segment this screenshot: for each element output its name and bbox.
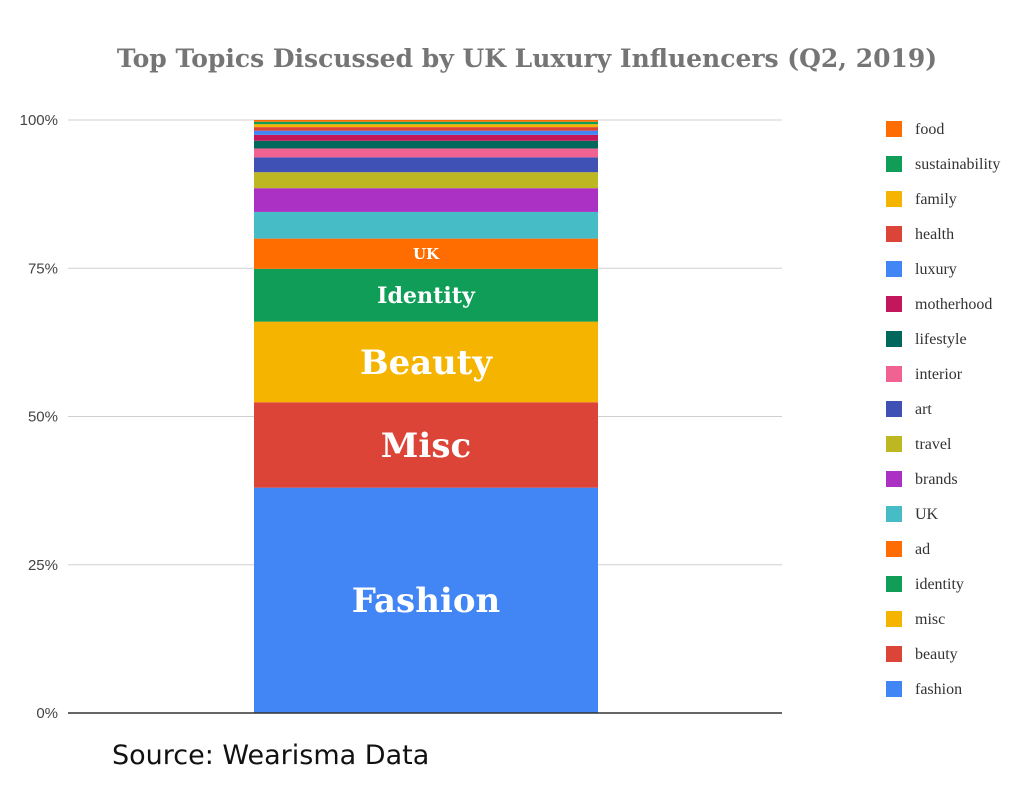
legend-label: UK [915,506,939,523]
bar-segment-ad [254,238,598,269]
y-tick-label: 25% [28,557,58,574]
legend: food sustainability family health luxury moth… [886,121,1000,698]
legend-label: lifestyle [915,331,967,348]
legend-swatch [886,506,902,522]
legend-swatch [886,121,902,137]
legend-label: sustainability [915,156,1000,173]
segment-label: Fashion [352,581,500,621]
legend-swatch [886,436,902,452]
bar-segment-travel [254,172,598,189]
bar-segment-uk [254,211,598,239]
legend-swatch [886,156,902,172]
bar-segment-brands [254,188,598,212]
legend-swatch [886,226,902,242]
legend-swatch [886,261,902,277]
legend-label: brands [915,471,958,488]
bar-segment-misc [254,321,598,403]
chart-title: Top Topics Discussed by UK Luxury Influe… [117,44,937,73]
legend-swatch [886,191,902,207]
legend-label: misc [915,611,945,628]
segment-label: UK [413,245,440,263]
y-tick-label: 0% [36,705,58,722]
bar-segment-motherhood [254,134,598,141]
legend-label: travel [915,436,952,453]
stacked-bar [254,120,598,713]
segment-label: Misc [381,426,471,466]
legend-label: beauty [915,646,958,663]
legend-swatch [886,296,902,312]
bar-segment-lifestyle [254,140,598,149]
legend-label: health [915,226,954,243]
legend-swatch [886,541,902,557]
bar-segment-luxury [254,130,598,135]
bar-segment-beauty [254,402,598,488]
legend-label: motherhood [915,296,992,313]
bar-segment-food [254,120,598,122]
bar-segment-art [254,157,598,173]
bar-segment-interior [254,148,598,158]
legend-label: family [915,191,957,208]
legend-label: identity [915,576,964,593]
legend-label: luxury [915,261,957,278]
bar-segment-family [254,124,598,128]
legend-swatch [886,366,902,382]
bar-segment-sustainability [254,121,598,125]
y-tick-label: 50% [28,409,58,426]
legend-label: art [915,401,932,418]
legend-swatch [886,611,902,627]
segment-label: Identity [377,283,476,309]
y-tick-label: 75% [28,260,58,277]
segment-labels: Fashion Misc Beauty Identity UK [352,245,500,621]
legend-label: fashion [915,681,962,698]
y-axis-ticks: 0% 25% 50% 75% 100% [20,112,58,722]
bar-segment-health [254,127,598,131]
bar-segment-fashion [254,487,598,713]
legend-swatch [886,471,902,487]
legend-label: food [915,121,944,138]
legend-swatch [886,331,902,347]
source-note: Source: Wearisma Data [112,740,430,771]
legend-swatch [886,576,902,592]
y-tick-label: 100% [20,112,58,129]
legend-swatch [886,401,902,417]
bar-segment-identity [254,268,598,322]
legend-label: interior [915,366,963,383]
legend-swatch [886,681,902,697]
legend-label: ad [915,541,930,558]
legend-swatch [886,646,902,662]
segment-label: Beauty [360,342,493,382]
